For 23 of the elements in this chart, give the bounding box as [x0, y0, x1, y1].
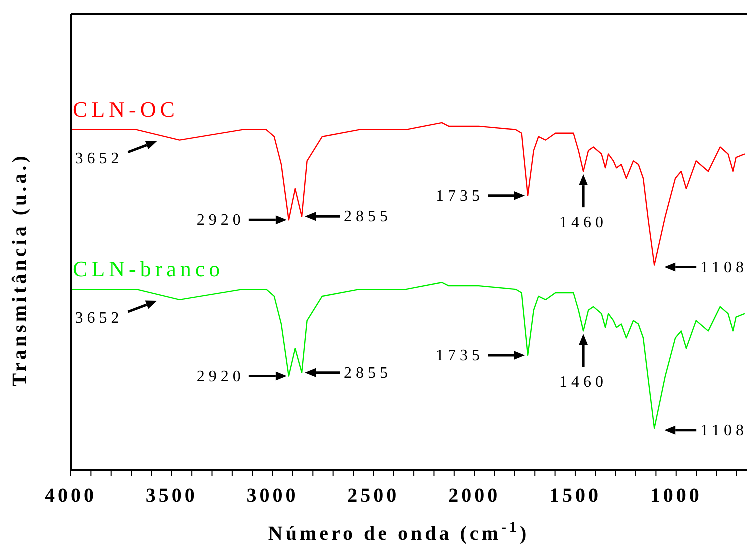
x-tick-label: 1500 [549, 485, 602, 507]
y-axis-title: Transmitância (u.a.) [9, 153, 31, 387]
annotation: 1108 [700, 422, 747, 440]
annotation: 2855 [344, 208, 392, 226]
x-tick-label: 3500 [146, 485, 198, 507]
x-tick-label: 2000 [448, 485, 501, 507]
x-tick-label: 3000 [246, 485, 299, 507]
annotation: 2855 [344, 364, 392, 382]
annotation: 3652 [75, 310, 124, 328]
series-label: CLN-branco [73, 256, 224, 282]
annotation: 1460 [560, 214, 608, 232]
x-tick-label: 4000 [45, 485, 97, 507]
annotation: 2920 [196, 368, 245, 386]
annotation: 1735 [436, 347, 484, 364]
annotation: 2920 [196, 212, 245, 230]
x-axis-title: Número de onda (cm$^{-1}$) [268, 520, 530, 545]
x-tick-label: 1000 [650, 485, 702, 507]
annotation: 3652 [75, 150, 124, 168]
annotation: 1108 [700, 259, 747, 276]
series-label: CLN-OC [73, 96, 179, 122]
annotation: 1460 [560, 374, 608, 392]
annotation: 1735 [436, 188, 484, 205]
x-tick-label: 2500 [348, 485, 400, 507]
